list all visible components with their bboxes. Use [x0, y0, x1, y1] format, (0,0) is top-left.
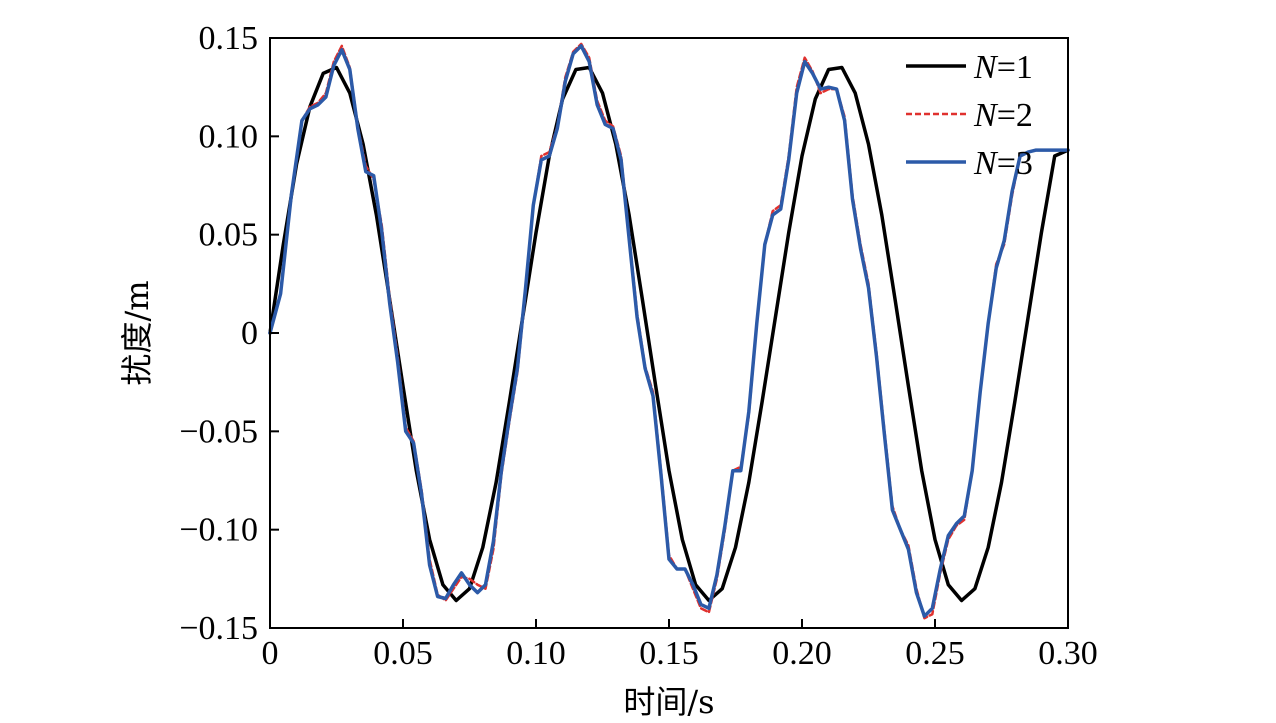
x-tick-labels: 0 0.05 0.10 0.15 0.20 0.25 0.30	[262, 635, 1098, 672]
y-tick-label: 0.15	[199, 20, 259, 57]
series-line-1	[268, 65, 1070, 603]
x-tick-label: 0.10	[506, 635, 566, 672]
series-line-3	[268, 44, 1070, 618]
y-tick-label: −0.15	[179, 610, 258, 647]
legend: N=1 N=2 N=3	[906, 49, 1033, 182]
x-tick-label: 0.30	[1038, 635, 1098, 672]
y-tick-label: −0.10	[179, 512, 258, 549]
y-tick-label: 0	[241, 315, 258, 352]
y-tick-label: −0.05	[179, 413, 258, 450]
tick-marks	[269, 37, 1069, 629]
x-tick-label: 0.15	[639, 635, 699, 672]
legend-label-2: N=2	[973, 97, 1033, 134]
x-tick-label: 0.05	[373, 635, 433, 672]
y-axis-title: 扰度/m	[118, 280, 156, 385]
plot-lines	[268, 42, 1070, 620]
x-axis-title: 时间/s	[623, 683, 714, 721]
series-line-2	[268, 42, 1070, 620]
y-tick-label: 0.05	[199, 217, 259, 254]
y-tick-labels: −0.15 −0.10 −0.05 0 0.05 0.10 0.15	[179, 20, 258, 647]
legend-label-3: N=3	[973, 145, 1033, 182]
y-tick-label: 0.10	[199, 118, 259, 155]
x-tick-label: 0.25	[905, 635, 965, 672]
x-tick-label: 0.20	[772, 635, 832, 672]
legend-label-1: N=1	[973, 49, 1033, 86]
x-tick-label: 0	[262, 635, 279, 672]
